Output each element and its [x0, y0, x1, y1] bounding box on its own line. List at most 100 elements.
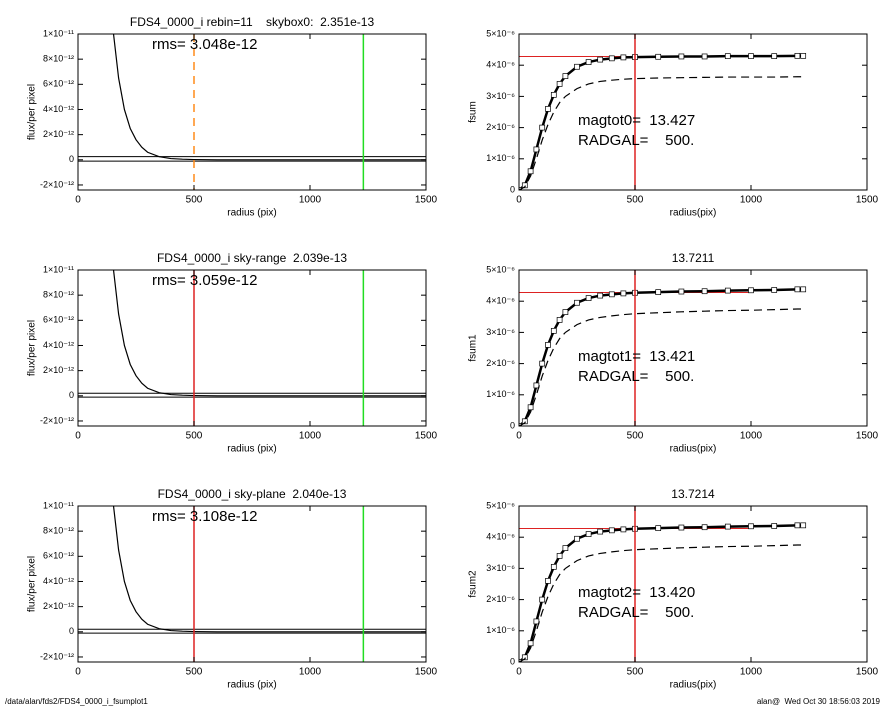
y-tick-label: 0: [69, 390, 74, 400]
x-tick-label: 1500: [415, 431, 438, 442]
y-tick-label: -2×10⁻¹²: [40, 415, 74, 425]
x-tick-label: 0: [516, 667, 522, 678]
series-line: [112, 506, 426, 633]
y-tick-label: 0: [510, 656, 515, 666]
marker: [562, 309, 569, 315]
y-tick-label: 2×10⁻⁶: [486, 358, 515, 368]
x-axis-label: radius(pix): [670, 680, 717, 691]
x-tick-label: 1500: [856, 667, 879, 678]
marker: [724, 53, 731, 60]
marker: [550, 327, 557, 334]
x-tick-label: 0: [516, 195, 522, 206]
panel: FDS4_0000_i rebin=11 skybox0: 2.351e-13 r…: [27, 15, 438, 218]
panel: 13.7214 radius(pix) fsum2 0 500 1000 1500 0 1×10…: [468, 487, 879, 690]
marker: [800, 522, 807, 529]
marker: [655, 289, 662, 296]
axes-frame: [77, 33, 427, 191]
chart-title: 13.7211: [672, 251, 715, 265]
panel: 13.7211 radius(pix) fsum1 0 500 1000 1500 0 1×10…: [468, 251, 879, 454]
y-tick-label: 2×10⁻¹²: [43, 365, 74, 375]
axes-frame: [77, 269, 427, 427]
series-line: [112, 34, 426, 161]
axes-frame: [77, 505, 427, 663]
marker: [771, 523, 778, 529]
marker: [608, 527, 615, 534]
marker: [800, 52, 807, 59]
marker: [527, 168, 534, 175]
y-tick-label: 0: [510, 420, 515, 430]
x-tick-label: 1500: [856, 431, 879, 442]
x-axis-label: radius (pix): [227, 680, 276, 691]
marker: [655, 53, 662, 60]
chart-title: FDS4_0000_i sky-range 2.039e-13: [157, 251, 347, 265]
axes-frame: [518, 505, 868, 663]
annotation: magtot0= 13.427: [578, 112, 695, 129]
x-tick-label: 500: [627, 431, 644, 442]
chart-title: FDS4_0000_i rebin=11 skybox0: 2.351e-13: [130, 15, 375, 29]
x-tick-label: 0: [75, 431, 81, 442]
x-tick-label: 1000: [299, 431, 322, 442]
y-tick-label: 2×10⁻¹²: [43, 129, 74, 139]
footer-path: /data/alan/fds2/FDS4_0000_i_fsumplot1: [5, 697, 148, 706]
y-tick-label: 1×10⁻⁶: [486, 625, 515, 635]
y-tick-label: 3×10⁻⁶: [486, 563, 515, 573]
y-tick-label: 8×10⁻¹²: [43, 54, 74, 64]
y-tick-label: 5×10⁻⁶: [486, 500, 515, 510]
y-tick-label: 6×10⁻¹²: [43, 79, 74, 89]
marker: [701, 288, 708, 295]
footer-stamp: alan@ Wed Oct 30 18:56:03 2019: [757, 697, 881, 706]
marker: [545, 578, 551, 584]
x-tick-label: 500: [186, 667, 203, 678]
marker: [748, 287, 754, 294]
y-tick-label: 5×10⁻⁶: [486, 264, 515, 274]
marker: [545, 106, 551, 112]
marker: [701, 524, 708, 531]
plot-area: [519, 34, 807, 190]
marker: [655, 525, 662, 532]
annotation: magtot2= 13.420: [578, 584, 695, 601]
axes-frame: [518, 269, 868, 427]
y-tick-label: 0: [69, 154, 74, 164]
y-tick-label: 0: [69, 626, 74, 636]
panel: radius(pix) fsum 0 500 1000 1500 0 1×10⁻⁶ 2×10⁻⁶…: [468, 28, 879, 218]
y-tick-label: 1×10⁻¹¹: [43, 500, 74, 510]
plot-area: [519, 270, 807, 426]
x-tick-label: 500: [627, 667, 644, 678]
x-tick-label: 1000: [299, 195, 322, 206]
marker: [556, 81, 563, 87]
x-axis-label: radius(pix): [670, 208, 717, 219]
y-axis-label: fsum1: [468, 334, 479, 362]
marker: [539, 360, 546, 367]
y-axis-label: flux/per pixel: [27, 84, 38, 140]
annotation: rms= 3.108e-12: [152, 508, 257, 525]
y-tick-label: 4×10⁻⁶: [486, 296, 515, 306]
x-tick-label: 500: [627, 195, 644, 206]
x-tick-label: 0: [75, 195, 81, 206]
y-tick-label: 2×10⁻¹²: [43, 601, 74, 611]
marker: [597, 292, 604, 299]
marker: [748, 53, 754, 60]
marker: [597, 528, 604, 535]
marker: [608, 55, 615, 62]
marker: [585, 295, 592, 301]
marker: [539, 596, 546, 603]
marker: [550, 563, 557, 570]
panel: FDS4_0000_i sky-range 2.039e-13 radius (p…: [27, 251, 438, 454]
marker: [794, 286, 801, 293]
plot-area: [78, 34, 426, 190]
marker: [794, 52, 801, 59]
panel: FDS4_0000_i sky-plane 2.040e-13 radius (p…: [27, 487, 438, 691]
x-tick-label: 1500: [856, 195, 879, 206]
marker: [748, 523, 754, 530]
y-tick-label: 3×10⁻⁶: [486, 327, 515, 337]
y-axis-label: flux/per pixel: [27, 556, 38, 612]
annotation: magtot1= 13.421: [578, 348, 695, 365]
marker: [521, 182, 528, 189]
y-tick-label: 2×10⁻⁶: [486, 122, 515, 132]
marker: [678, 53, 685, 60]
y-tick-label: 6×10⁻¹²: [43, 551, 74, 561]
marker: [527, 640, 534, 647]
y-tick-label: 1×10⁻¹¹: [43, 264, 74, 274]
x-tick-label: 1000: [740, 195, 763, 206]
